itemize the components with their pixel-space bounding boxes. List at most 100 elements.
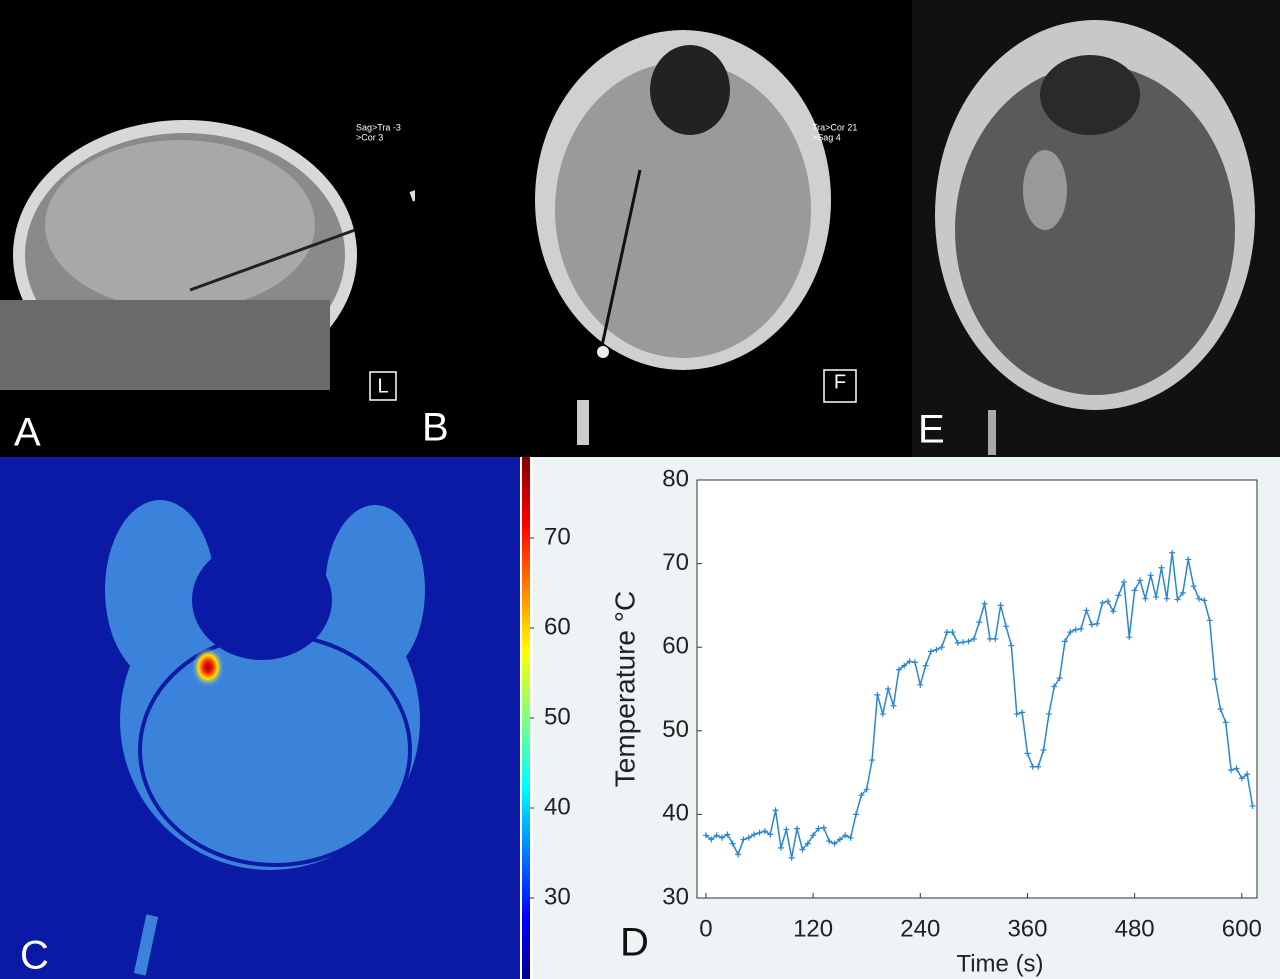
- data-marker: [777, 844, 784, 851]
- data-marker: [1035, 763, 1042, 770]
- panel-label: D: [620, 921, 649, 965]
- data-marker: [879, 711, 886, 718]
- data-marker: [804, 840, 811, 847]
- data-marker: [1067, 629, 1074, 636]
- data-marker: [1104, 598, 1111, 605]
- data-marker: [858, 792, 865, 799]
- panel-c: [0, 457, 533, 979]
- data-marker: [1088, 621, 1095, 628]
- data-marker: [1045, 711, 1052, 718]
- x-axis-label: Time (s): [956, 950, 1043, 977]
- data-marker: [922, 662, 929, 669]
- data-marker: [863, 786, 870, 793]
- scan-annotation: >Sag 4: [812, 132, 841, 142]
- y-tick-label: 70: [662, 549, 689, 576]
- data-marker: [1024, 750, 1031, 757]
- data-marker: [981, 600, 988, 607]
- data-marker: [1249, 803, 1256, 810]
- data-marker: [986, 635, 993, 642]
- data-marker: [928, 648, 935, 655]
- scan-annotation: Tra>Cor 21: [812, 122, 857, 132]
- data-marker: [938, 644, 945, 651]
- data-marker: [1120, 578, 1127, 585]
- data-marker: [1163, 595, 1170, 602]
- data-marker: [1126, 634, 1133, 641]
- panel-d: [533, 457, 1280, 979]
- panel-b: [415, 0, 912, 457]
- data-marker: [970, 635, 977, 642]
- data-marker: [756, 829, 763, 836]
- data-marker: [815, 825, 822, 832]
- data-marker: [788, 854, 795, 861]
- x-tick-label: 0: [699, 915, 712, 942]
- data-marker: [1212, 675, 1219, 682]
- panel-a: [0, 0, 451, 457]
- data-marker: [847, 834, 854, 841]
- data-marker: [1131, 587, 1138, 594]
- colorbar-tick-label: 70: [544, 523, 571, 550]
- data-marker: [1190, 583, 1197, 590]
- data-marker: [1003, 623, 1010, 630]
- data-marker: [890, 702, 897, 709]
- panel-label: B: [422, 406, 449, 450]
- data-marker: [1142, 595, 1149, 602]
- data-marker: [1019, 709, 1026, 716]
- data-marker: [1147, 572, 1154, 579]
- data-marker: [874, 691, 881, 698]
- panel-label: E: [918, 408, 945, 452]
- x-tick-label: 120: [793, 915, 833, 942]
- data-marker: [911, 659, 918, 666]
- data-marker: [1179, 589, 1186, 596]
- data-marker: [1040, 747, 1047, 754]
- y-tick-label: 30: [662, 883, 689, 910]
- data-marker: [1169, 549, 1176, 556]
- orientation-marker: F: [834, 371, 846, 393]
- data-marker: [949, 629, 956, 636]
- data-marker: [965, 638, 972, 645]
- data-marker: [1201, 597, 1208, 604]
- data-marker: [1195, 595, 1202, 602]
- data-marker: [1244, 771, 1251, 778]
- data-marker: [885, 686, 892, 692]
- data-marker: [1110, 608, 1117, 615]
- data-marker: [901, 662, 908, 669]
- data-marker: [976, 619, 983, 626]
- data-marker: [944, 629, 951, 636]
- colorbar: [522, 457, 530, 979]
- data-marker: [1013, 711, 1020, 718]
- y-tick-label: 60: [662, 633, 689, 660]
- scan-annotation: Sag>Tra -3: [356, 122, 401, 132]
- data-marker: [1228, 767, 1235, 774]
- data-marker: [799, 846, 806, 853]
- data-marker: [740, 836, 747, 843]
- data-marker: [719, 834, 726, 841]
- colorbar-tick-label: 50: [544, 703, 571, 730]
- data-marker: [1115, 592, 1122, 599]
- data-marker: [1174, 596, 1181, 603]
- x-tick-label: 360: [1007, 915, 1047, 942]
- data-marker: [1206, 617, 1213, 624]
- data-marker: [810, 832, 817, 839]
- scan-annotation: >Cor 3: [356, 132, 383, 142]
- data-marker: [1094, 620, 1101, 627]
- data-marker: [1153, 594, 1160, 601]
- data-marker: [917, 681, 924, 688]
- data-marker: [708, 836, 715, 843]
- data-marker: [1137, 577, 1143, 584]
- data-marker: [842, 832, 849, 839]
- data-marker: [954, 640, 961, 647]
- colorbar-tick-label: 60: [544, 613, 571, 640]
- panel-e: [912, 0, 1280, 457]
- data-marker: [1233, 765, 1240, 772]
- data-marker: [869, 757, 876, 764]
- data-marker: [761, 828, 768, 835]
- data-marker: [852, 811, 859, 818]
- data-marker: [960, 639, 967, 646]
- data-marker: [751, 831, 758, 838]
- data-marker: [713, 832, 720, 839]
- data-marker: [992, 635, 999, 642]
- panel-label: C: [20, 934, 49, 978]
- data-marker: [820, 824, 827, 831]
- data-marker: [933, 646, 940, 653]
